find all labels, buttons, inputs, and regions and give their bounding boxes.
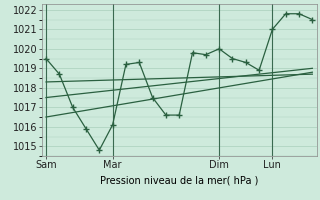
X-axis label: Pression niveau de la mer( hPa ): Pression niveau de la mer( hPa )	[100, 176, 258, 186]
